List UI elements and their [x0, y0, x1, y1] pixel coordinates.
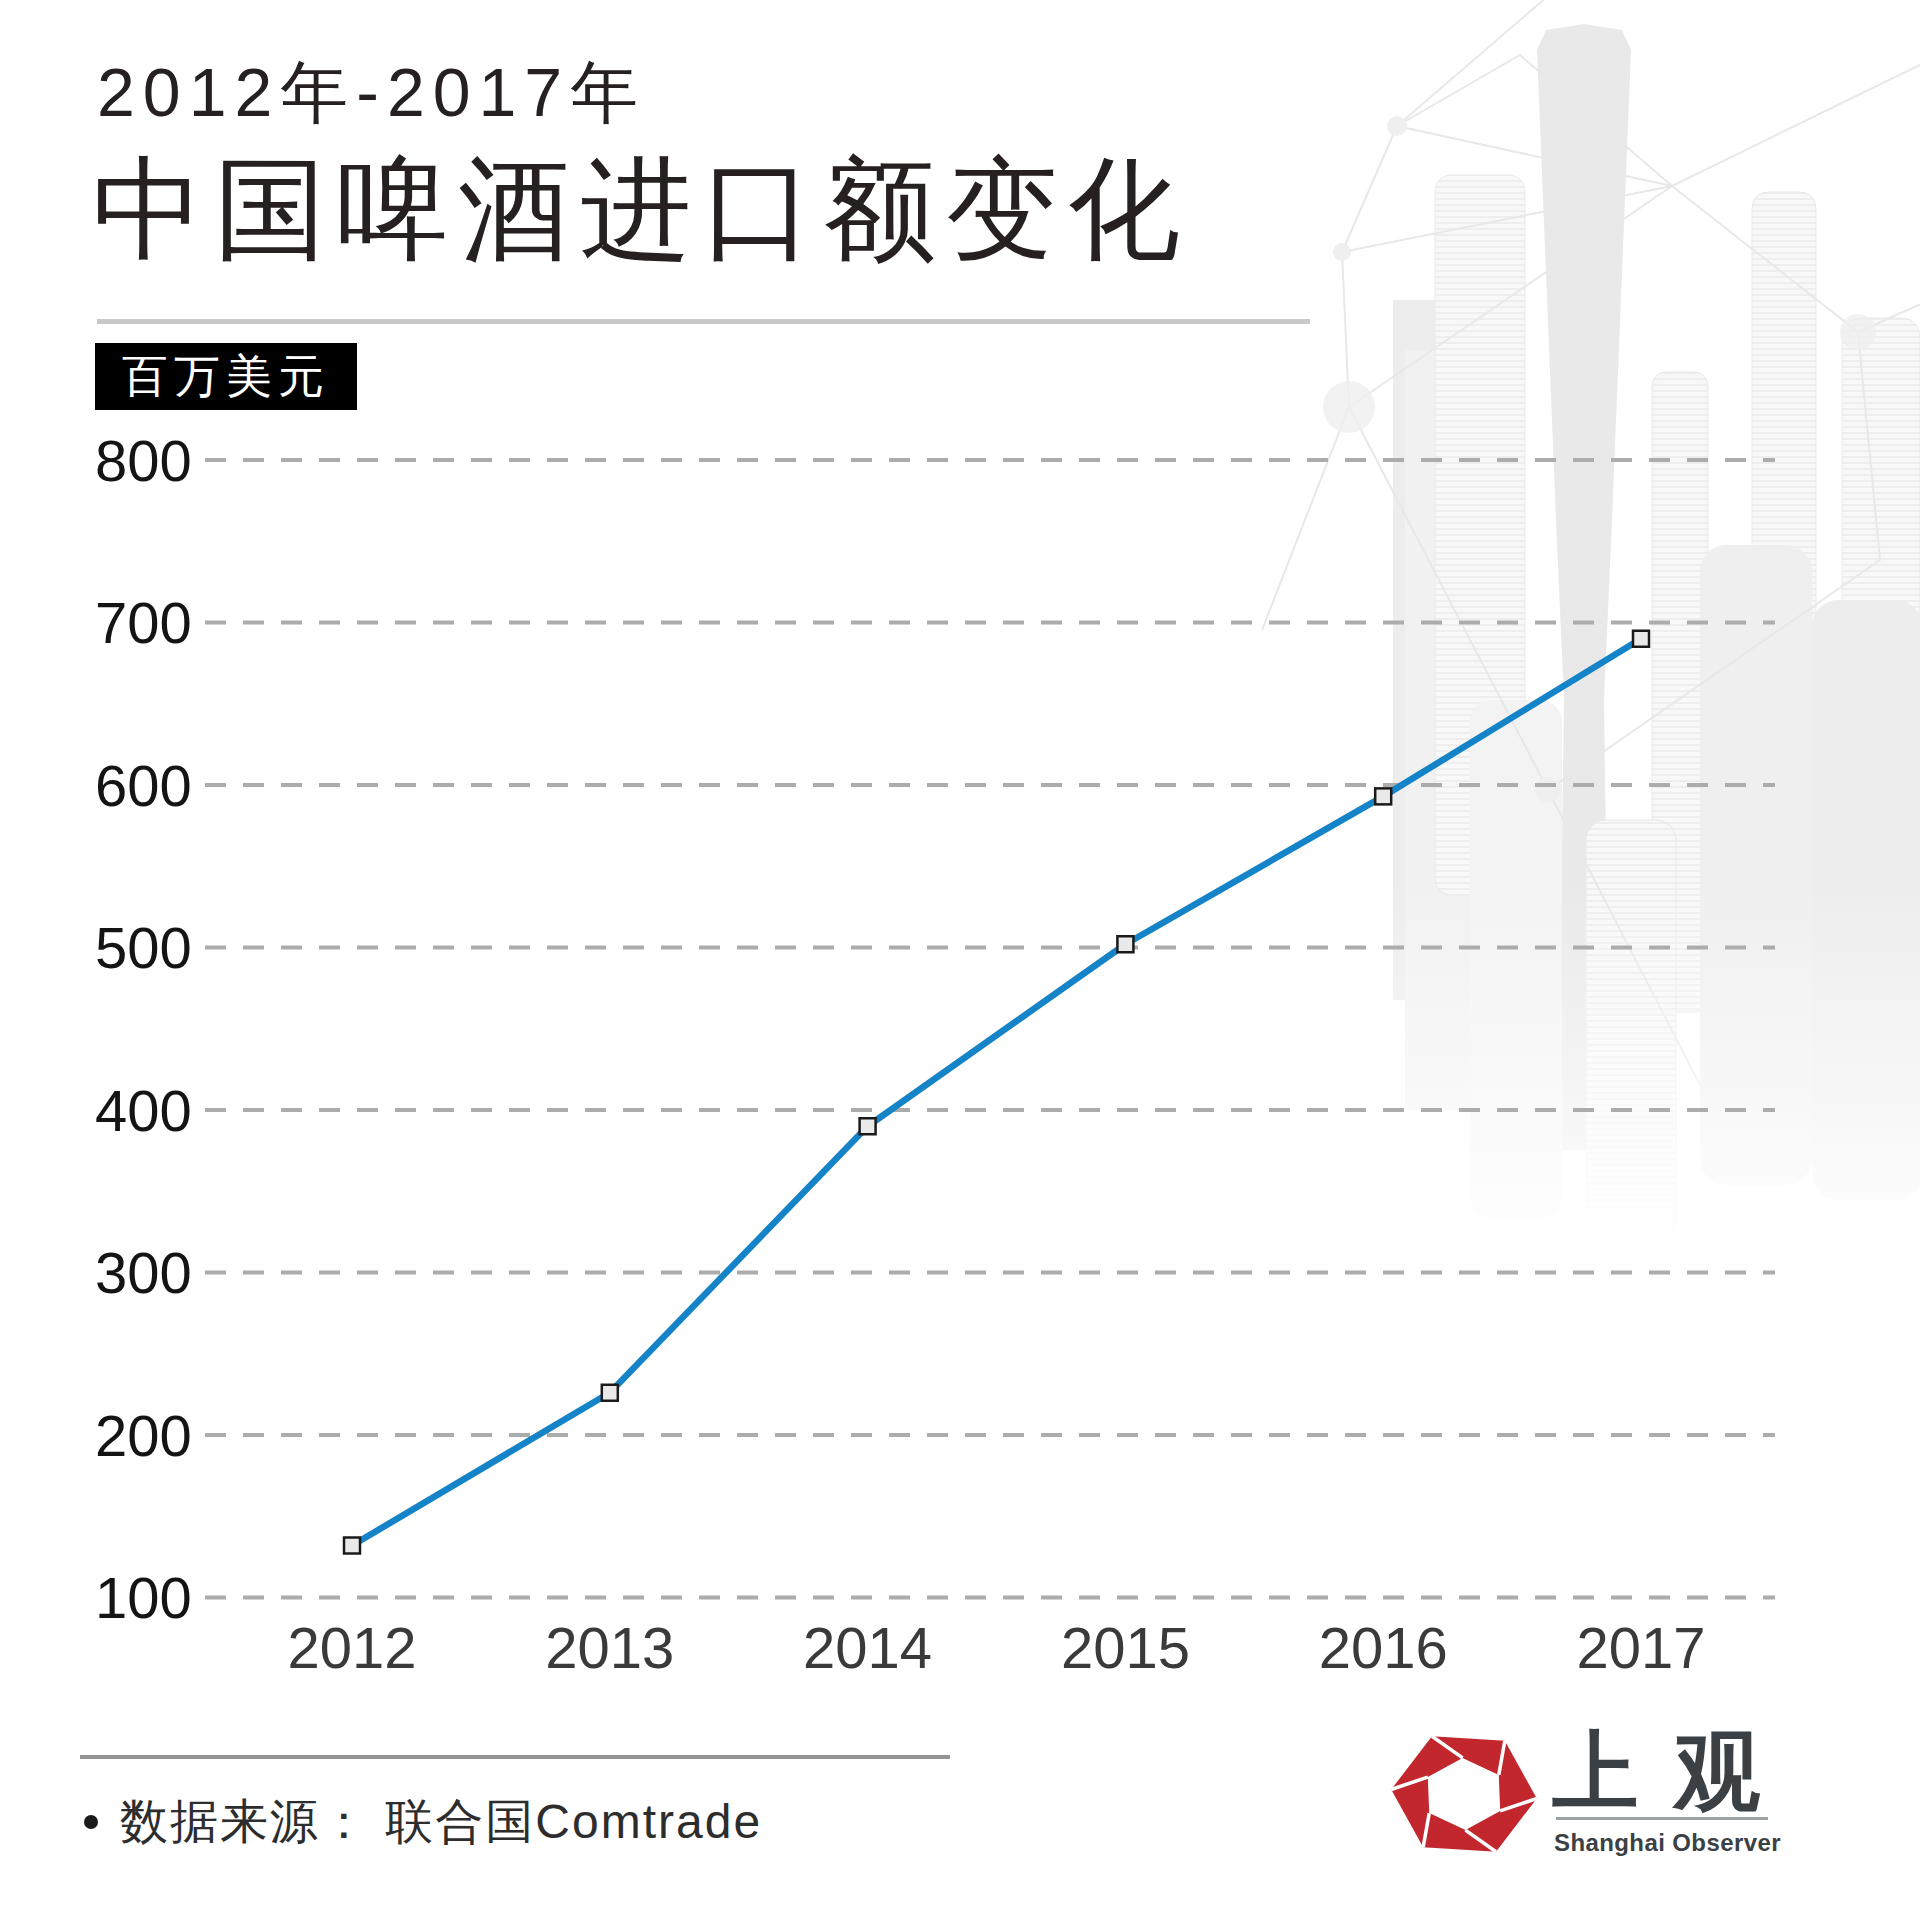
y-axis-label-300: 300 [95, 1240, 192, 1305]
y-axis-label-100: 100 [95, 1565, 192, 1630]
x-axis-label-2016: 2016 [1319, 1615, 1448, 1680]
y-axis-label-500: 500 [95, 915, 192, 980]
data-point-2017 [1633, 631, 1649, 647]
logo-en-text: Shanghai Observer [1554, 1829, 1781, 1857]
data-point-2014 [860, 1118, 876, 1134]
line-chart: 100 200 300 400 500 600 700 800 2012 2013 2014 2015… [0, 0, 1920, 1921]
data-source-text: 数据来源： 联合国Comtrade [120, 1790, 762, 1854]
y-axis-label-400: 400 [95, 1078, 192, 1143]
logo-divider [1556, 1817, 1768, 1820]
data-point-2012 [344, 1538, 360, 1554]
y-axis-label-600: 600 [95, 753, 192, 818]
chart-subtitle: 2012年-2017年 [97, 48, 646, 139]
x-axis-label-2013: 2013 [545, 1615, 674, 1680]
footer-divider [80, 1755, 950, 1759]
x-axis-label-2014: 2014 [803, 1615, 932, 1680]
bullet-icon [84, 1815, 98, 1829]
data-source: 数据来源： 联合国Comtrade [84, 1790, 762, 1854]
data-point-2013 [602, 1385, 618, 1401]
y-axis-label-700: 700 [95, 590, 192, 655]
y-axis-label-200: 200 [95, 1403, 192, 1468]
x-axis-label-2017: 2017 [1576, 1615, 1705, 1680]
unit-badge: 百万美元 [95, 343, 357, 410]
data-point-2015 [1117, 936, 1133, 952]
data-point-2016 [1375, 788, 1391, 804]
unit-badge-label: 百万美元 [122, 346, 330, 408]
title-divider [97, 319, 1310, 324]
x-axis-label-2012: 2012 [287, 1615, 416, 1680]
shanghai-observer-logo-icon [1390, 1726, 1538, 1862]
logo-cn-text: 上 观 [1552, 1714, 1766, 1831]
x-axis-label-2015: 2015 [1061, 1615, 1190, 1680]
chart-title: 中国啤酒进口额变化 [92, 135, 1190, 286]
data-line [352, 639, 1641, 1546]
y-axis-label-800: 800 [95, 428, 192, 493]
